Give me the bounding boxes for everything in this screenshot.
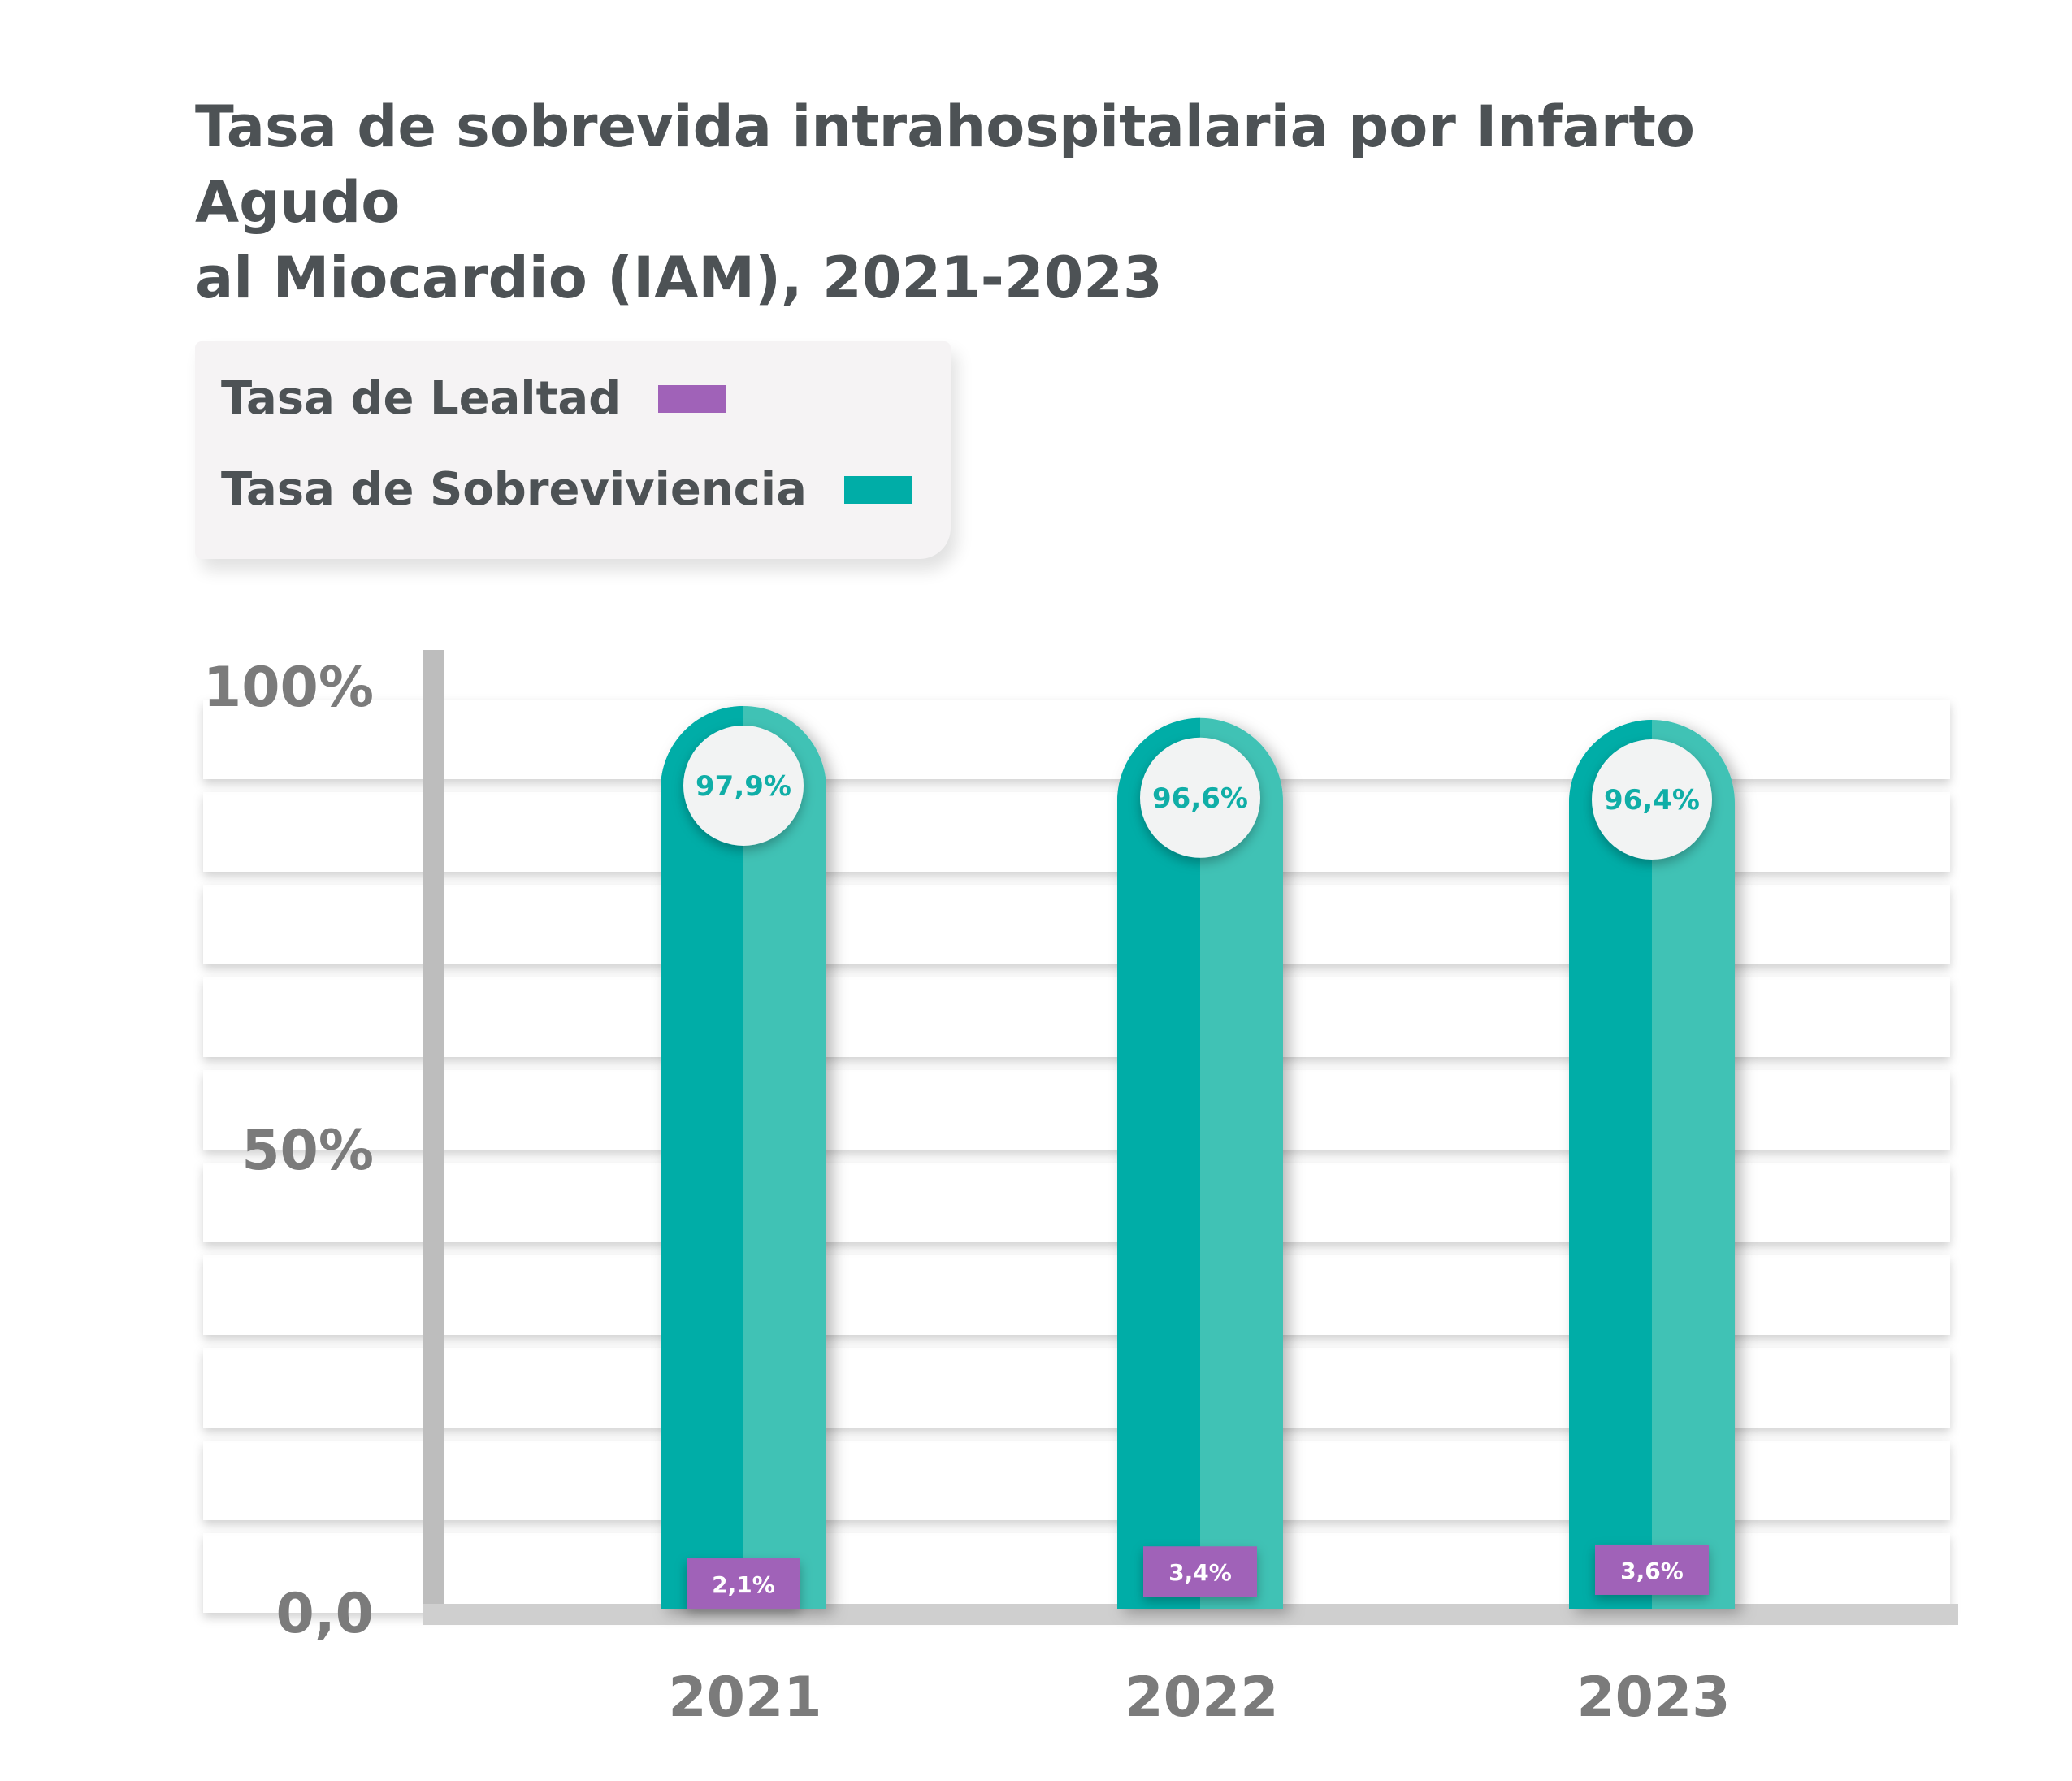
bar-sobreviviencia-shade (1117, 717, 1200, 1609)
legend-label-sobreviviencia: Tasa de Sobreviviencia (221, 463, 807, 516)
bar-value-label-lealtad: 3,6% (1620, 1558, 1684, 1584)
bar-value-label-lealtad: 2,1% (712, 1571, 775, 1598)
bar-lealtad (1143, 1546, 1257, 1597)
legend: Tasa de Lealtad Tasa de Sobreviviencia (195, 341, 951, 559)
bar-value-label-lealtad: 3,4% (1168, 1559, 1232, 1586)
bar-sobreviviencia-shade (1569, 720, 1652, 1609)
value-bubble (1140, 737, 1260, 858)
x-tick-label: 2021 (668, 1666, 821, 1730)
x-tick-label: 2023 (1576, 1666, 1730, 1730)
label-layer: 0,0 50% 100% 97,9% 2,1% 2021 96,6% 3,4% 2022 96,4… (203, 656, 1731, 1730)
bar-value-label-sobreviviencia: 97,9% (696, 770, 791, 803)
bar-sobreviviencia-shade (661, 705, 743, 1610)
value-bubble (1592, 739, 1712, 860)
legend-item-sobreviviencia: Tasa de Sobreviviencia (221, 463, 912, 516)
bar-lealtad (687, 1558, 800, 1610)
y-tick-label: 50% (241, 1119, 374, 1183)
bar-value-label-sobreviviencia: 96,4% (1604, 784, 1700, 817)
legend-item-lealtad: Tasa de Lealtad (221, 372, 727, 425)
y-tick-label: 0,0 (276, 1582, 374, 1646)
bar-layer (661, 705, 1735, 1610)
x-tick-label: 2022 (1125, 1666, 1278, 1730)
value-bubble (683, 725, 804, 846)
legend-swatch-sobreviviencia (843, 475, 912, 504)
chart-title: Tasa de sobrevida intrahospitalaria por … (195, 93, 1695, 311)
y-tick-label: 100% (203, 656, 374, 720)
y-axis-line (423, 650, 444, 1625)
bar-value-label-sobreviviencia: 96,6% (1152, 782, 1248, 815)
legend-label-lealtad: Tasa de Lealtad (221, 372, 622, 425)
bar-lealtad (1595, 1544, 1709, 1595)
legend-swatch-lealtad (658, 384, 727, 413)
